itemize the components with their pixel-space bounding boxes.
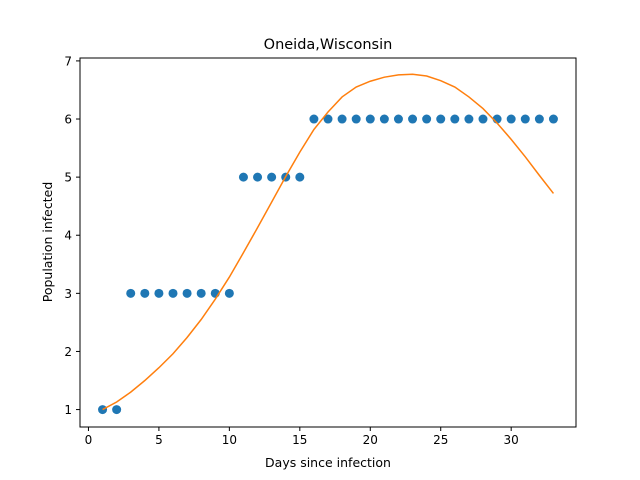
data-point <box>393 114 403 124</box>
data-point <box>182 288 192 298</box>
data-point <box>506 114 516 124</box>
x-tick-label: 30 <box>504 433 519 447</box>
data-point <box>224 288 234 298</box>
x-tick-label: 10 <box>222 433 237 447</box>
x-tick-label: 20 <box>363 433 378 447</box>
data-point <box>253 172 263 182</box>
data-point <box>365 114 375 124</box>
data-point <box>534 114 544 124</box>
fit-line <box>102 73 555 411</box>
y-tick-label: 5 <box>64 171 72 185</box>
data-point <box>478 114 488 124</box>
y-tick-label: 4 <box>64 229 72 243</box>
data-point <box>464 114 474 124</box>
y-tick-label: 1 <box>64 403 72 417</box>
y-axis-label: Population infected <box>40 182 55 303</box>
data-point <box>267 172 277 182</box>
data-point <box>323 114 333 124</box>
x-tick-label: 0 <box>85 433 93 447</box>
data-point <box>548 114 558 124</box>
x-tick-label: 25 <box>433 433 448 447</box>
data-point <box>422 114 432 124</box>
data-point <box>112 405 122 415</box>
data-point <box>238 172 248 182</box>
plot-area <box>98 73 558 415</box>
y-tick-label: 2 <box>64 345 72 359</box>
data-point <box>309 114 319 124</box>
y-tick-label: 7 <box>64 54 72 68</box>
data-point <box>168 288 178 298</box>
x-axis: 0 5 10 15 20 25 30 <box>85 427 519 447</box>
data-point <box>450 114 460 124</box>
data-point <box>337 114 347 124</box>
data-point <box>520 114 530 124</box>
x-axis-label: Days since infection <box>265 455 391 470</box>
y-tick-label: 3 <box>64 287 72 301</box>
plot-frame <box>79 57 577 428</box>
data-point <box>140 288 150 298</box>
data-point <box>154 288 164 298</box>
data-point <box>408 114 418 124</box>
y-axis: 1 2 3 4 5 6 7 <box>64 54 80 417</box>
data-point <box>351 114 361 124</box>
data-point <box>196 288 206 298</box>
x-tick-label: 15 <box>292 433 307 447</box>
data-point <box>295 172 305 182</box>
chart-title: Oneida,Wisconsin <box>264 37 393 53</box>
data-point <box>436 114 446 124</box>
data-point <box>379 114 389 124</box>
x-tick-label: 5 <box>155 433 163 447</box>
data-point <box>126 288 136 298</box>
y-tick-label: 6 <box>64 113 72 127</box>
